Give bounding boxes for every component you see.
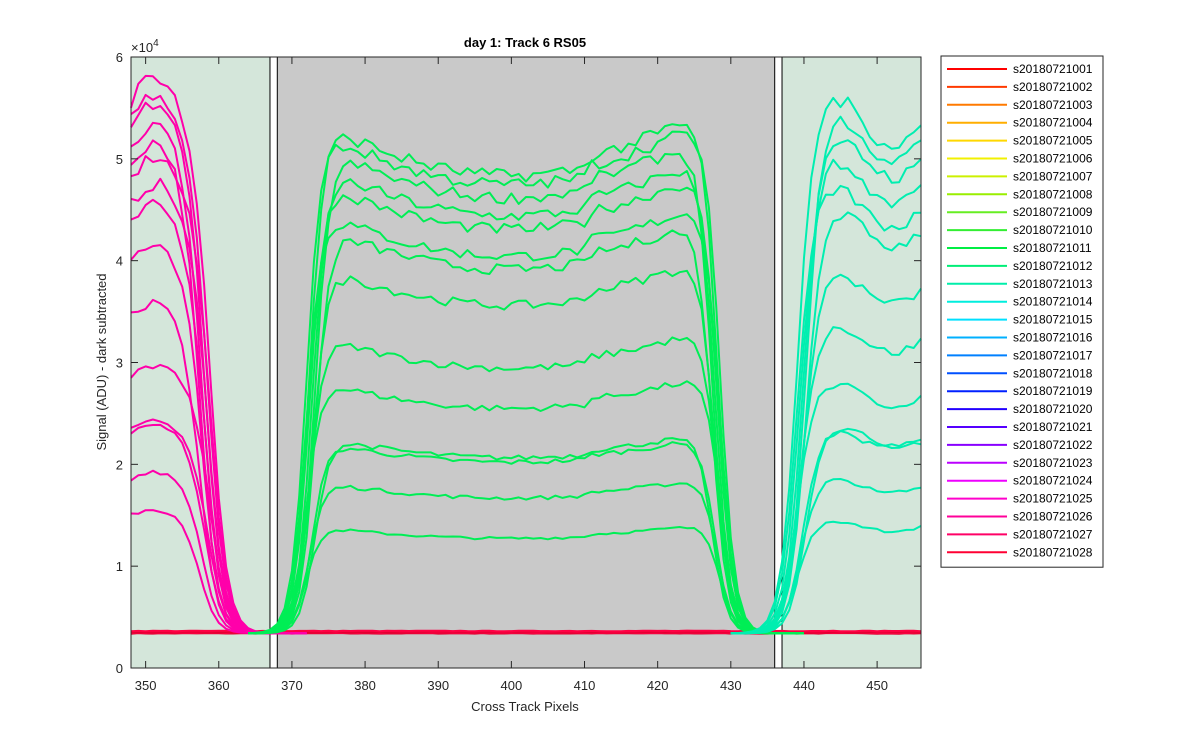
x-axis-label: Cross Track Pixels bbox=[471, 699, 579, 714]
baseline-line-3 bbox=[130, 629, 922, 633]
legend-label-27: s20180721028 bbox=[1013, 545, 1093, 559]
center-series-line-2 bbox=[248, 441, 804, 635]
x-tick-label-6: 410 bbox=[574, 678, 596, 693]
chart-title: day 1: Track 6 RS05 bbox=[464, 35, 586, 50]
legend-label-4: s20180721005 bbox=[1013, 134, 1093, 148]
x-tick-label-8: 430 bbox=[720, 678, 742, 693]
center-series-line-0 bbox=[248, 526, 804, 635]
y-tick-label-5: 5 bbox=[116, 152, 123, 167]
center-series-line-11 bbox=[247, 152, 804, 635]
x-tick-label-3: 380 bbox=[354, 678, 376, 693]
y-tick-label-0: 0 bbox=[116, 661, 123, 676]
x-tick-label-9: 440 bbox=[793, 678, 815, 693]
legend: s20180721001 s20180721002 s20180721003 s201… bbox=[940, 55, 1104, 568]
y-tick-label-4: 4 bbox=[116, 254, 123, 269]
x-tick-label-0: 350 bbox=[135, 678, 157, 693]
right-series-line-12 bbox=[730, 96, 922, 635]
legend-label-21: s20180721022 bbox=[1013, 438, 1093, 452]
series-lines bbox=[130, 74, 922, 635]
legend-label-15: s20180721016 bbox=[1013, 331, 1093, 345]
x-tick-label-7: 420 bbox=[647, 678, 669, 693]
y-exponent-label: ×104 bbox=[131, 38, 159, 55]
y-tick-label-3: 3 bbox=[116, 356, 123, 371]
legend-label-10: s20180721011 bbox=[1013, 241, 1092, 255]
y-axis-label: Signal (ADU) - dark subtracted bbox=[94, 273, 109, 450]
axes: 350 360 370 380 390 400 410 420 430 440 450 0 1 2 3 4 5 6 bbox=[116, 50, 922, 693]
legend-label-19: s20180721020 bbox=[1013, 402, 1093, 416]
center-series-line-3 bbox=[247, 437, 804, 635]
legend-label-23: s20180721024 bbox=[1013, 474, 1093, 488]
x-tick-label-1: 360 bbox=[208, 678, 230, 693]
legend-label-20: s20180721021 bbox=[1013, 420, 1093, 434]
center-series-line-9 bbox=[247, 186, 804, 635]
y-tick-label-2: 2 bbox=[116, 457, 123, 472]
legend-label-14: s20180721015 bbox=[1013, 313, 1093, 327]
legend-label-17: s20180721018 bbox=[1013, 366, 1093, 380]
legend-label-22: s20180721023 bbox=[1013, 456, 1093, 470]
legend-label-24: s20180721025 bbox=[1013, 492, 1093, 506]
center-series-line-12 bbox=[247, 130, 804, 635]
legend-label-7: s20180721008 bbox=[1013, 187, 1093, 201]
legend-label-1: s20180721002 bbox=[1013, 80, 1093, 94]
legend-label-12: s20180721013 bbox=[1013, 277, 1093, 291]
legend-label-25: s20180721026 bbox=[1013, 510, 1093, 524]
x-tick-label-4: 390 bbox=[427, 678, 449, 693]
center-series-line-7 bbox=[248, 229, 804, 635]
x-tick-label-10: 450 bbox=[866, 678, 888, 693]
legend-label-18: s20180721019 bbox=[1013, 384, 1093, 398]
y-tick-label-6: 6 bbox=[116, 50, 123, 65]
center-series-line-10 bbox=[247, 170, 804, 635]
x-tick-label-5: 400 bbox=[501, 678, 523, 693]
legend-label-5: s20180721006 bbox=[1013, 152, 1093, 166]
legend-label-11: s20180721012 bbox=[1013, 259, 1093, 273]
right-series-line-9 bbox=[730, 158, 922, 635]
y-tick-label-1: 1 bbox=[116, 559, 123, 574]
legend-label-9: s20180721010 bbox=[1013, 223, 1093, 237]
right-series-line-3 bbox=[730, 427, 922, 635]
legend-label-13: s20180721014 bbox=[1013, 295, 1093, 309]
legend-label-2: s20180721003 bbox=[1013, 98, 1093, 112]
legend-label-0: s20180721001 bbox=[1013, 62, 1093, 76]
center-series-line-4 bbox=[247, 380, 804, 635]
legend-label-6: s20180721007 bbox=[1013, 169, 1093, 183]
x-tick-label-2: 370 bbox=[281, 678, 303, 693]
legend-label-8: s20180721009 bbox=[1013, 205, 1093, 219]
right-series-line-11 bbox=[730, 115, 922, 635]
legend-label-26: s20180721027 bbox=[1013, 527, 1093, 541]
legend-label-16: s20180721017 bbox=[1013, 348, 1093, 362]
center-series-line-13 bbox=[247, 123, 804, 635]
legend-label-3: s20180721004 bbox=[1013, 116, 1093, 130]
